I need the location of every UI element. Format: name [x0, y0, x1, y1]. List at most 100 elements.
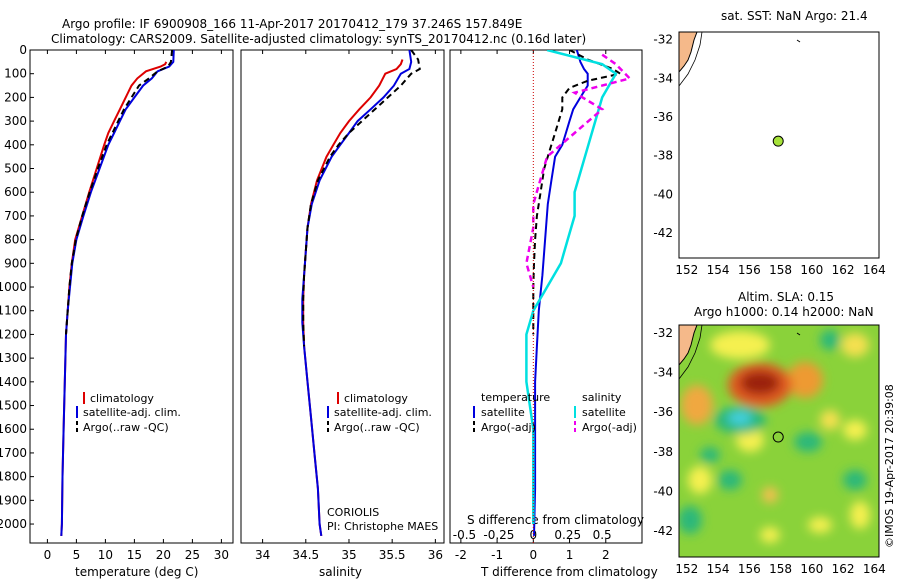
legend-s-argo: Argo(-adj) — [582, 421, 637, 434]
series-line-1 — [60, 50, 175, 536]
diff-series-line-1 — [532, 50, 623, 335]
y-tick-label: 100 — [4, 67, 27, 81]
map-y-tick-label: -42 — [653, 226, 673, 240]
sla-map-ticks: 152 154 156 158 160 162 164 -32 -34 -36 -38 -40 -42 — [653, 326, 885, 576]
salinity-panel-frame — [240, 49, 445, 544]
map-y-tick-label: -34 — [653, 71, 673, 85]
map-x-tick-label: 156 — [738, 562, 761, 576]
map-x-tick-label: 156 — [738, 263, 761, 277]
s-tick-label: 0.25 — [554, 528, 581, 542]
t-diff-x-label: T difference from climatology — [480, 565, 658, 579]
salinity-series — [301, 50, 421, 537]
y-tick-label: 200 — [4, 90, 27, 104]
y-tick-label: 300 — [4, 114, 27, 128]
legend-satellite-adj: satellite-adj. clim. — [83, 406, 181, 419]
legend-temperature-title: temperature — [481, 391, 550, 404]
series-line-2 — [302, 50, 421, 347]
map-x-tick-label: 164 — [863, 562, 886, 576]
sst-map-title: sat. SST: NaN Argo: 21.4 — [721, 9, 868, 23]
y-tick-label: 1700 — [0, 446, 27, 460]
sla-map-subtitle: Argo h1000: 0.14 h2000: NaN — [694, 305, 874, 319]
temperature-panel-frame — [29, 49, 234, 544]
map-y-tick-label: -40 — [653, 187, 673, 201]
difference-series — [525, 50, 633, 536]
y-tick-label: 500 — [4, 162, 27, 176]
map-y-tick-label: -32 — [653, 326, 673, 340]
x-tick-label: 35 — [341, 548, 356, 562]
imos-credit: ©IMOS 19-Apr-2017 20:39:08 — [883, 384, 896, 548]
y-tick-label: 800 — [4, 233, 27, 247]
map-y-tick-label: -38 — [653, 445, 673, 459]
header-line-2: Climatology: CARS2009. Satellite-adjuste… — [51, 32, 586, 46]
map-y-tick-label: -36 — [653, 110, 673, 124]
x-tick-label: 1 — [566, 548, 574, 562]
y-tick-label: 700 — [4, 209, 27, 223]
y-tick-label: 600 — [4, 185, 27, 199]
s-tick-label: -0.5 — [453, 528, 476, 542]
x-tick-label: 36 — [428, 548, 443, 562]
difference-legend: temperature satellite Argo(-adj) salinit… — [473, 391, 637, 434]
legend-climatology: climatology — [90, 392, 154, 405]
pi-label: PI: Christophe MAES — [327, 520, 438, 533]
y-tick-label: 400 — [4, 138, 27, 152]
land-mass — [679, 32, 698, 73]
y-tick-label: 1500 — [0, 399, 27, 413]
x-tick-label: 34.5 — [292, 548, 319, 562]
y-tick-label: 1600 — [0, 422, 27, 436]
series-line-0 — [302, 59, 404, 537]
legend-argo: Argo(..raw -QC) — [334, 421, 420, 434]
map-x-tick-label: 162 — [832, 263, 855, 277]
s-tick-label: -0.25 — [483, 528, 514, 542]
legend-climatology: climatology — [344, 392, 408, 405]
map-y-tick-label: -42 — [653, 524, 673, 538]
map-x-tick-label: 152 — [675, 562, 698, 576]
y-tick-label: 1900 — [0, 493, 27, 507]
map-x-tick-label: 160 — [800, 562, 823, 576]
series-line-2 — [65, 50, 174, 335]
sst-map-frame — [678, 31, 880, 259]
y-tick-label: 1100 — [0, 304, 27, 318]
temperature-legend: climatology satellite-adj. clim. Argo(..… — [76, 392, 181, 434]
s-diff-x-label: S difference from climatology — [467, 513, 644, 527]
map-y-tick-label: -38 — [653, 149, 673, 163]
x-tick-label: 20 — [156, 548, 171, 562]
sla-heatmap — [679, 325, 879, 557]
s-tick-label: 0.5 — [593, 528, 612, 542]
y-tick-label: 1800 — [0, 470, 27, 484]
sla-map-frame — [678, 324, 880, 558]
coriolis-label: CORIOLIS — [327, 506, 379, 519]
y-tick-label: 0 — [19, 43, 27, 57]
map-x-tick-label: 152 — [675, 263, 698, 277]
legend-t-argo: Argo(-adj) — [481, 421, 536, 434]
map-y-tick-label: -34 — [653, 366, 673, 380]
legend-argo: Argo(..raw -QC) — [83, 421, 169, 434]
x-tick-label: 15 — [127, 548, 142, 562]
legend-t-satellite: satellite — [481, 406, 525, 419]
map-y-tick-label: -40 — [653, 485, 673, 499]
x-tick-label: 0 — [44, 548, 52, 562]
salinity-axis-ticks: 34 34.5 35 35.5 36 — [255, 50, 443, 562]
temperature-x-label: temperature (deg C) — [75, 565, 198, 579]
x-tick-label: 5 — [73, 548, 81, 562]
map-x-tick-label: 164 — [863, 263, 886, 277]
x-tick-label: -1 — [491, 548, 503, 562]
argo-float-marker-2 — [772, 431, 784, 443]
land-mass-2 — [679, 325, 698, 366]
map-y-tick-label: -36 — [653, 405, 673, 419]
legend-s-satellite: satellite — [582, 406, 626, 419]
map-x-tick-label: 160 — [800, 263, 823, 277]
legend-salinity-title: salinity — [582, 391, 622, 404]
y-tick-label: 1400 — [0, 375, 27, 389]
coast-contour-2 — [679, 325, 703, 380]
map-x-tick-label: 154 — [707, 263, 730, 277]
x-tick-label: 10 — [98, 548, 113, 562]
diff-series-line-2 — [525, 50, 618, 524]
map-x-tick-label: 158 — [769, 562, 792, 576]
map-x-tick-label: 162 — [832, 562, 855, 576]
x-tick-label: 35.5 — [379, 548, 406, 562]
salinity-x-label: salinity — [319, 565, 362, 579]
argo-float-marker — [772, 135, 784, 147]
x-tick-label: 34 — [255, 548, 270, 562]
x-tick-label: -2 — [455, 548, 467, 562]
